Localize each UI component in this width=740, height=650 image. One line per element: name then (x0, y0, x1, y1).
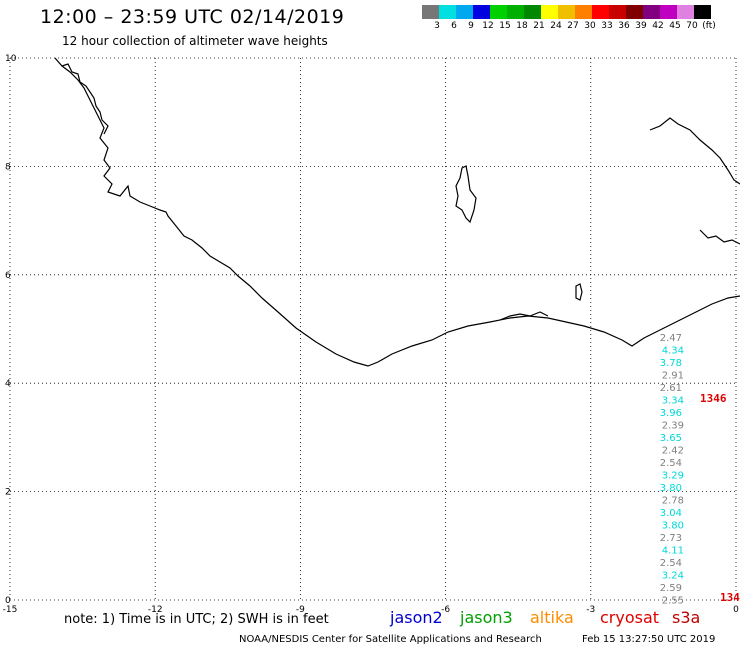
colorbar-swatch (677, 5, 694, 19)
colorbar-swatch (541, 5, 558, 19)
colorbar-label: 36 (618, 21, 630, 31)
colorbar-swatch (643, 5, 660, 19)
swh-value: 3.80 (660, 483, 682, 494)
swh-value: 2.59 (660, 583, 682, 594)
colorbar-swatch (558, 5, 575, 19)
swh-value: 3.34 (662, 396, 684, 407)
time-label: 1346 (700, 392, 727, 405)
map-grid: -15 -12 -9 -6 -3 0 0 2 4 6 8 10 (3, 54, 739, 615)
swh-value: 2.47 (660, 333, 682, 344)
swh-value: 3.80 (662, 521, 684, 532)
y-tick-label: 4 (5, 379, 11, 389)
swh-value: 3.96 (660, 408, 682, 419)
generated-timestamp: Feb 15 13:27:50 UTC 2019 (582, 634, 716, 645)
colorbar-label: 33 (601, 21, 613, 31)
colorbar-swatch (490, 5, 507, 19)
colorbar-swatch (422, 5, 439, 19)
colorbar-swatch (609, 5, 626, 19)
time-label: 134 (720, 591, 740, 604)
swh-value: 2.54 (660, 558, 682, 569)
legend-item-jason2: jason2 (390, 608, 443, 627)
coastline-mainland (54, 57, 740, 367)
swh-value: 2.73 (660, 533, 682, 544)
x-tick-label: -9 (296, 605, 305, 615)
swh-value: 3.65 (660, 433, 682, 444)
x-tick-label: -3 (586, 605, 595, 615)
colorbar-label: 9 (468, 21, 474, 31)
x-tick-label: -15 (3, 605, 18, 615)
colorbar-swatch (439, 5, 456, 19)
swh-value: 2.78 (662, 496, 684, 507)
colorbar-swatch (473, 5, 490, 19)
swh-value: 3.04 (660, 508, 682, 519)
swh-value: 2.39 (662, 421, 684, 432)
y-tick-label: 6 (5, 271, 11, 281)
footer-note: note: 1) Time is in UTC; 2) SWH is in fe… (64, 612, 329, 627)
colorbar-swatch (694, 5, 711, 19)
coastline-lagoon (499, 311, 549, 321)
colorbar-label: 27 (567, 21, 579, 31)
y-tick-label: 0 (5, 596, 11, 606)
y-tick-label: 8 (5, 162, 11, 172)
island-bioko (455, 165, 477, 224)
swh-values: 2.47 4.343.78 2.912.61 3.343.96 2.393.65 2.42… (660, 333, 740, 607)
legend-item-s3a: s3a (672, 608, 701, 627)
swh-value: 2.55 (662, 596, 684, 607)
swh-value: 2.42 (662, 446, 684, 457)
colorbar-label: 6 (451, 21, 457, 31)
colorbar-label: 21 (533, 21, 545, 31)
swh-value: 3.78 (660, 358, 682, 369)
coastline-northeast (649, 117, 740, 185)
colorbar-label: 70 (686, 21, 698, 31)
swh-value: 2.91 (662, 371, 684, 382)
colorbar-labels: 3 6 9 12 15 18 21 24 27 30 33 36 39 42 45 70 (ft) (422, 21, 740, 35)
y-tick-label: 2 (5, 488, 11, 498)
legend-item-cryosat: cryosat (600, 608, 660, 627)
colorbar-label: 30 (584, 21, 596, 31)
colorbar-label: 42 (652, 21, 664, 31)
map-subtitle: 12 hour collection of altimeter wave hei… (62, 34, 328, 48)
swh-value: 4.34 (662, 346, 684, 357)
swh-value: 2.54 (660, 458, 682, 469)
colorbar-label: (ft) (702, 21, 716, 31)
x-tick-label: -6 (441, 605, 450, 615)
colorbar-swatch (592, 5, 609, 19)
colorbar-swatch (626, 5, 643, 19)
colorbar-label: 12 (482, 21, 494, 31)
colorbar-swatch (507, 5, 524, 19)
x-tick-label: 0 (733, 605, 739, 615)
coastline-north-detail (61, 63, 109, 135)
legend-item-altika: altika (530, 608, 574, 627)
colorbar-label: 39 (635, 21, 647, 31)
swh-value: 3.29 (662, 471, 684, 482)
swh-value: 3.24 (662, 571, 684, 582)
y-tick-label: 10 (5, 54, 17, 64)
credit-line: NOAA/NESDIS Center for Satellite Applica… (239, 634, 542, 645)
swh-value: 4.11 (662, 546, 684, 557)
swh-value: 2.61 (660, 383, 682, 394)
colorbar-swatch (456, 5, 473, 19)
colorbar-label: 3 (434, 21, 440, 31)
coastline (54, 57, 740, 367)
colorbar (422, 5, 711, 19)
x-tick-label: -12 (148, 605, 163, 615)
island-small (575, 283, 583, 301)
colorbar-swatch (524, 5, 541, 19)
coastline-east (699, 229, 740, 245)
colorbar-label: 18 (516, 21, 528, 31)
map-title: 12:00 – 23:59 UTC 02/14/2019 (40, 6, 345, 28)
colorbar-label: 45 (669, 21, 681, 31)
colorbar-swatch (660, 5, 677, 19)
legend-item-jason3: jason3 (460, 608, 513, 627)
colorbar-label: 24 (550, 21, 562, 31)
colorbar-label: 15 (499, 21, 511, 31)
colorbar-swatch (575, 5, 592, 19)
